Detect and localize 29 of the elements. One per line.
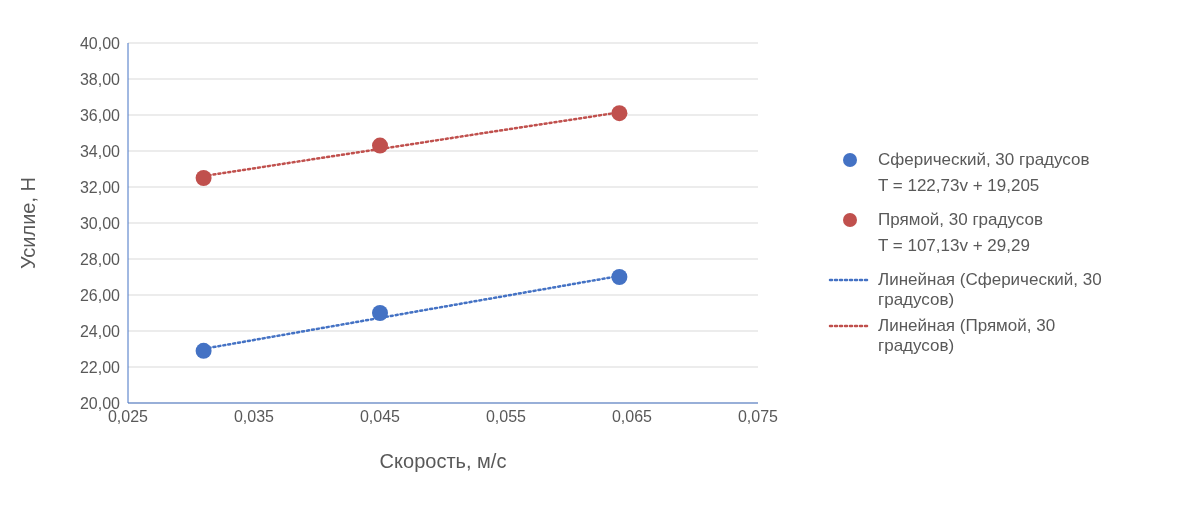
y-tick-label: 40,00: [79, 34, 121, 52]
point: [372, 137, 388, 154]
y-tick-label: 36,00: [79, 106, 121, 124]
y-axis-title: Усилие, Н: [17, 176, 40, 270]
point: [611, 105, 628, 122]
y-tick-label: 30,00: [79, 214, 121, 232]
point: [372, 305, 388, 321]
point: [195, 342, 212, 359]
y-tick-label: 34,00: [79, 142, 121, 160]
x-tick-label: 0,045: [359, 408, 401, 426]
legend-label: Линейная (Прямой, 30 градусов): [878, 316, 1057, 356]
y-tick-label: 32,00: [79, 178, 121, 196]
x-tick-label: 0,075: [737, 408, 779, 426]
x-tick-label: 0,035: [233, 408, 275, 426]
legend-label: Линейная (Сферический, 30 градусов): [878, 270, 1103, 310]
y-tick-label: 28,00: [79, 250, 121, 268]
point: [611, 269, 628, 285]
y-tick-label: 22,00: [79, 358, 121, 376]
x-axis-title: Скорость, м/с: [379, 450, 507, 472]
text: T = 107,13v + 29,29: [878, 236, 1031, 256]
legend-label: Сферический, 30 градусов: [878, 150, 1091, 170]
y-tick-label: 38,00: [79, 70, 121, 88]
x-tick-label: 0,065: [611, 408, 653, 426]
point: [195, 170, 212, 186]
text: T = 122,73v + 19,205: [878, 176, 1041, 196]
x-tick-label: 0,055: [485, 408, 527, 426]
legend-label: Прямой, 30 градусов: [878, 210, 1044, 230]
y-tick-label: 24,00: [79, 322, 121, 340]
y-tick-label: 26,00: [79, 286, 121, 304]
